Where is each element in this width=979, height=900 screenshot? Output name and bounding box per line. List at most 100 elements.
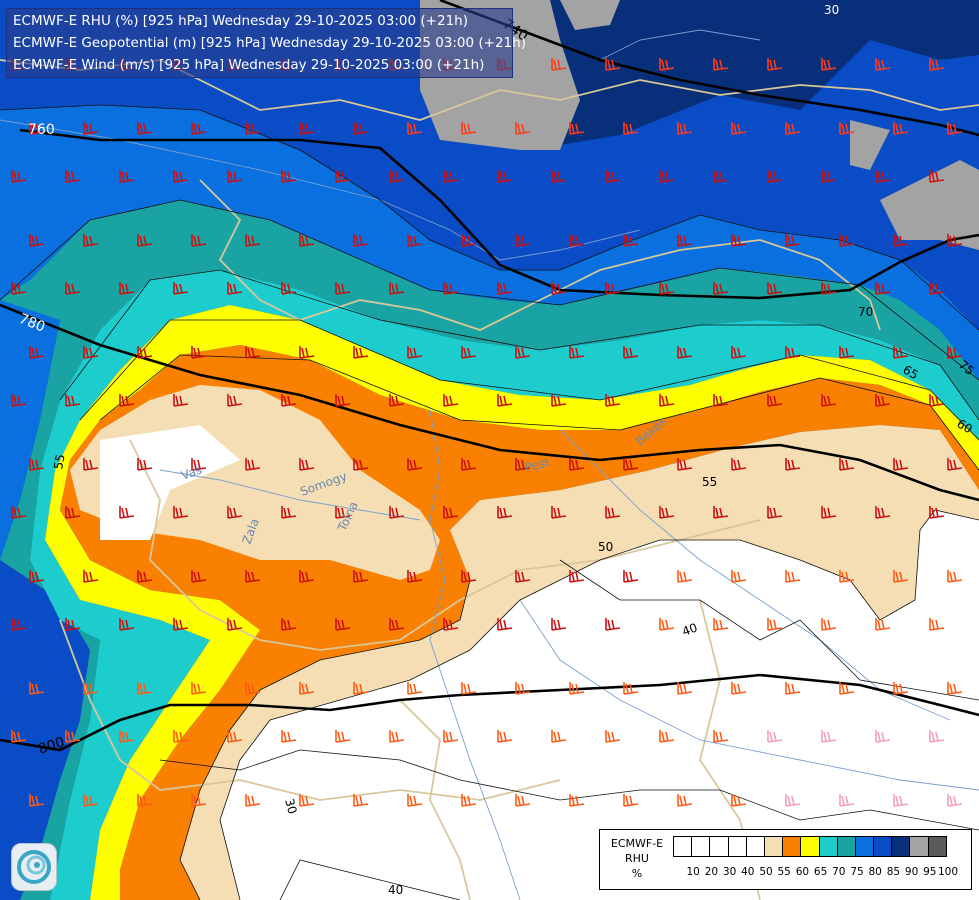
title-geopotential: ECMWF-E Geopotential (m) [925 hPa] Wedne… — [13, 35, 526, 51]
wind-barb — [875, 618, 891, 631]
wind-barb — [713, 170, 729, 183]
legend-swatch — [836, 836, 856, 857]
wind-barb — [65, 282, 81, 295]
wind-barb — [515, 234, 531, 247]
wind-barb — [569, 570, 585, 583]
wind-barb — [65, 394, 81, 407]
wind-barb — [731, 458, 747, 471]
wind-barb — [119, 282, 135, 295]
wind-barb — [245, 122, 261, 135]
title-wind: ECMWF-E Wind (m/s) [925 hPa] Wednesday 2… — [13, 57, 485, 73]
wind-barb — [389, 394, 405, 407]
legend-tick-label: 85 — [886, 866, 901, 878]
wind-barb — [929, 170, 945, 183]
legend-swatch — [782, 836, 802, 857]
wind-barb — [929, 730, 945, 743]
wind-barb — [29, 458, 45, 471]
wind-barb — [929, 618, 945, 631]
wind-barb — [713, 506, 729, 519]
wind-barb — [353, 570, 369, 583]
wind-barb — [461, 122, 477, 135]
wind-barb — [569, 234, 585, 247]
wind-barb — [281, 730, 297, 743]
wind-barb — [227, 170, 243, 183]
wind-barb — [605, 58, 621, 71]
wind-barb — [191, 682, 207, 695]
wind-barb — [137, 234, 153, 247]
legend-model: ECMWF-E — [610, 837, 664, 850]
wind-barb — [119, 618, 135, 631]
wind-barb — [659, 394, 675, 407]
band-90-95-ne — [420, 0, 979, 250]
wind-barb — [821, 618, 837, 631]
wind-barb — [83, 794, 99, 807]
wind-barb — [767, 506, 783, 519]
wind-barb — [29, 234, 45, 247]
wind-barb — [659, 730, 675, 743]
wind-barb — [947, 122, 963, 135]
legend-swatch — [854, 836, 875, 857]
wind-barb — [497, 170, 513, 183]
wind-barb — [605, 618, 621, 631]
wind-barb — [353, 682, 369, 695]
wind-barb — [929, 506, 945, 519]
wind-barbs — [11, 58, 963, 807]
wind-barb — [515, 122, 531, 135]
band-75-80 — [0, 105, 979, 560]
wind-barb — [119, 170, 135, 183]
wind-barb — [515, 458, 531, 471]
wind-barb — [497, 730, 513, 743]
wind-barb — [677, 570, 693, 583]
wind-barb — [947, 570, 963, 583]
wind-barb — [299, 682, 315, 695]
wind-barb — [821, 282, 837, 295]
wind-barb — [947, 794, 963, 807]
wind-barb — [515, 570, 531, 583]
wind-barb — [839, 122, 855, 135]
wind-barb — [839, 682, 855, 695]
wind-barb — [83, 570, 99, 583]
rhu-label: 70 — [858, 305, 873, 319]
wind-barb — [875, 170, 891, 183]
wind-barb — [551, 58, 567, 71]
rhu-legend: ECMWF-E RHU % 10 20 30 40 50 55 60 65 70 75 80 85 90… — [599, 829, 972, 890]
wind-barb — [515, 346, 531, 359]
wind-barb — [191, 122, 207, 135]
wind-barb — [299, 234, 315, 247]
wind-barb — [767, 58, 783, 71]
wind-barb — [515, 794, 531, 807]
wind-barb — [65, 730, 81, 743]
wind-barb — [893, 794, 909, 807]
wind-barb — [407, 346, 423, 359]
rhu-label: 60 — [955, 416, 975, 436]
wind-barb — [569, 458, 585, 471]
wind-barb — [389, 170, 405, 183]
wind-barb — [497, 282, 513, 295]
wind-barb — [821, 730, 837, 743]
wind-barb — [623, 682, 639, 695]
wind-barb — [875, 58, 891, 71]
wind-barb — [389, 618, 405, 631]
wind-barb — [137, 122, 153, 135]
wind-barb — [83, 234, 99, 247]
wind-barb — [893, 122, 909, 135]
wind-barb — [947, 458, 963, 471]
wind-barb — [785, 346, 801, 359]
wind-barb — [137, 458, 153, 471]
wind-barb — [605, 394, 621, 407]
legend-tick-label: 65 — [813, 866, 828, 878]
wind-barb — [83, 122, 99, 135]
legend-swatch — [891, 836, 911, 857]
wind-barb — [227, 282, 243, 295]
place-label: Pest — [523, 455, 551, 475]
wind-barb — [713, 58, 729, 71]
wind-barb — [677, 682, 693, 695]
wind-barb — [893, 458, 909, 471]
legend-swatch — [873, 836, 893, 857]
wind-barb — [875, 506, 891, 519]
wind-barb — [461, 794, 477, 807]
wind-barb — [281, 618, 297, 631]
legend-swatch — [745, 836, 765, 857]
wind-barb — [137, 570, 153, 583]
wind-barb — [785, 458, 801, 471]
